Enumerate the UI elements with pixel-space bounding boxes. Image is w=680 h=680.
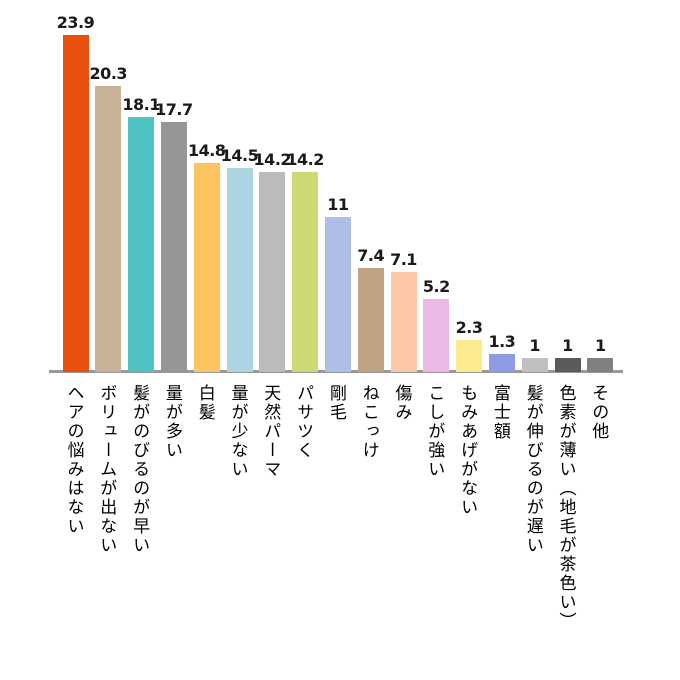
bar-value-label: 1 xyxy=(529,336,540,355)
bar-category-label: 富士額 xyxy=(490,384,510,441)
bar-value-label: 18.1 xyxy=(122,95,160,114)
bar-value-label: 14.5 xyxy=(220,146,259,165)
bar-category-label: 剛毛 xyxy=(326,384,346,422)
bar-value-label: 17.7 xyxy=(155,100,193,119)
bar-value-label: 20.3 xyxy=(89,64,128,83)
bar-category-label: ボリュームが出ない xyxy=(97,384,117,555)
bar-category-label: 量が多い xyxy=(162,384,182,460)
bar xyxy=(95,86,122,372)
bar xyxy=(587,358,614,372)
bar-category-label: 白髪 xyxy=(195,384,215,422)
bar xyxy=(128,117,155,372)
bar-category-label: ねこっけ xyxy=(359,384,379,460)
bar-value-label: 14.2 xyxy=(286,150,324,169)
bar-value-label: 14.2 xyxy=(253,150,292,169)
bar xyxy=(456,340,483,372)
bar-value-label: 1 xyxy=(594,336,606,355)
bar-value-label: 1.3 xyxy=(488,332,516,351)
bar-value-label: 7.1 xyxy=(390,250,417,269)
bar-category-label: ヘアの悩みはない xyxy=(64,384,84,536)
bar-category-label: 量が少ない xyxy=(228,384,248,479)
bar xyxy=(488,354,515,372)
bar-category-label: 天然パーマ xyxy=(261,384,281,479)
bar xyxy=(193,163,220,372)
bar-category-label: 髪がのびるのが早い xyxy=(130,384,150,555)
bar-value-label: 7.4 xyxy=(357,246,385,265)
bar-category-label: 色素が薄い（地毛が茶色い） xyxy=(556,384,576,631)
bar-value-label: 23.9 xyxy=(56,13,95,32)
bar-value-label: 5.2 xyxy=(422,277,450,296)
bar xyxy=(554,358,581,372)
bar-category-label: 髪が伸びるのが遅い xyxy=(523,384,543,555)
bar xyxy=(357,268,384,372)
bar-category-label: パサツく xyxy=(294,384,314,460)
bar xyxy=(259,172,286,372)
bar xyxy=(521,358,548,372)
bar xyxy=(292,172,319,372)
bar-category-label: もみあげがない xyxy=(458,384,478,517)
bar-value-label: 11 xyxy=(327,195,349,214)
bar-category-label: 傷み xyxy=(392,384,412,422)
bar-category-label: その他 xyxy=(589,384,609,441)
bar-category-label: こしが強い xyxy=(425,384,445,479)
bar xyxy=(62,35,89,372)
bar xyxy=(226,168,253,372)
bar-value-label: 14.8 xyxy=(187,141,226,160)
bar-value-label: 2.3 xyxy=(455,318,483,337)
bar xyxy=(423,299,450,372)
bar xyxy=(390,272,417,372)
bar-value-label: 1 xyxy=(562,336,573,355)
bar xyxy=(324,217,351,372)
bar xyxy=(160,122,187,372)
